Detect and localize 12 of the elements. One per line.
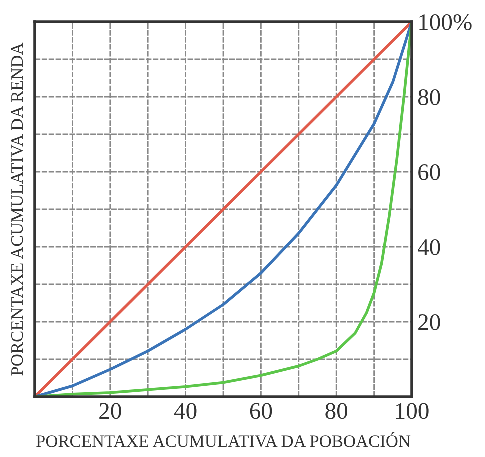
y-axis-title: PORCENTAXE ACUMULATIVA DA RENDA [11,42,24,376]
y-tick-label: 100% [420,14,472,30]
x-tick-label: 40 [174,403,197,420]
x-tick-label: 60 [250,403,272,420]
x-tick-label: 100 [396,403,429,420]
x-tick-label: 20 [100,403,122,420]
y-tick-label: 60 [418,164,440,180]
y-tick-label: 80 [418,89,440,106]
y-tick-label: 40 [418,239,440,256]
x-tick-label: 80 [326,403,348,420]
x-axis-title: PORCENTAXE ACUMULATIVA DA POBOACIÓN [36,432,411,448]
y-tick-label: 20 [418,314,440,330]
